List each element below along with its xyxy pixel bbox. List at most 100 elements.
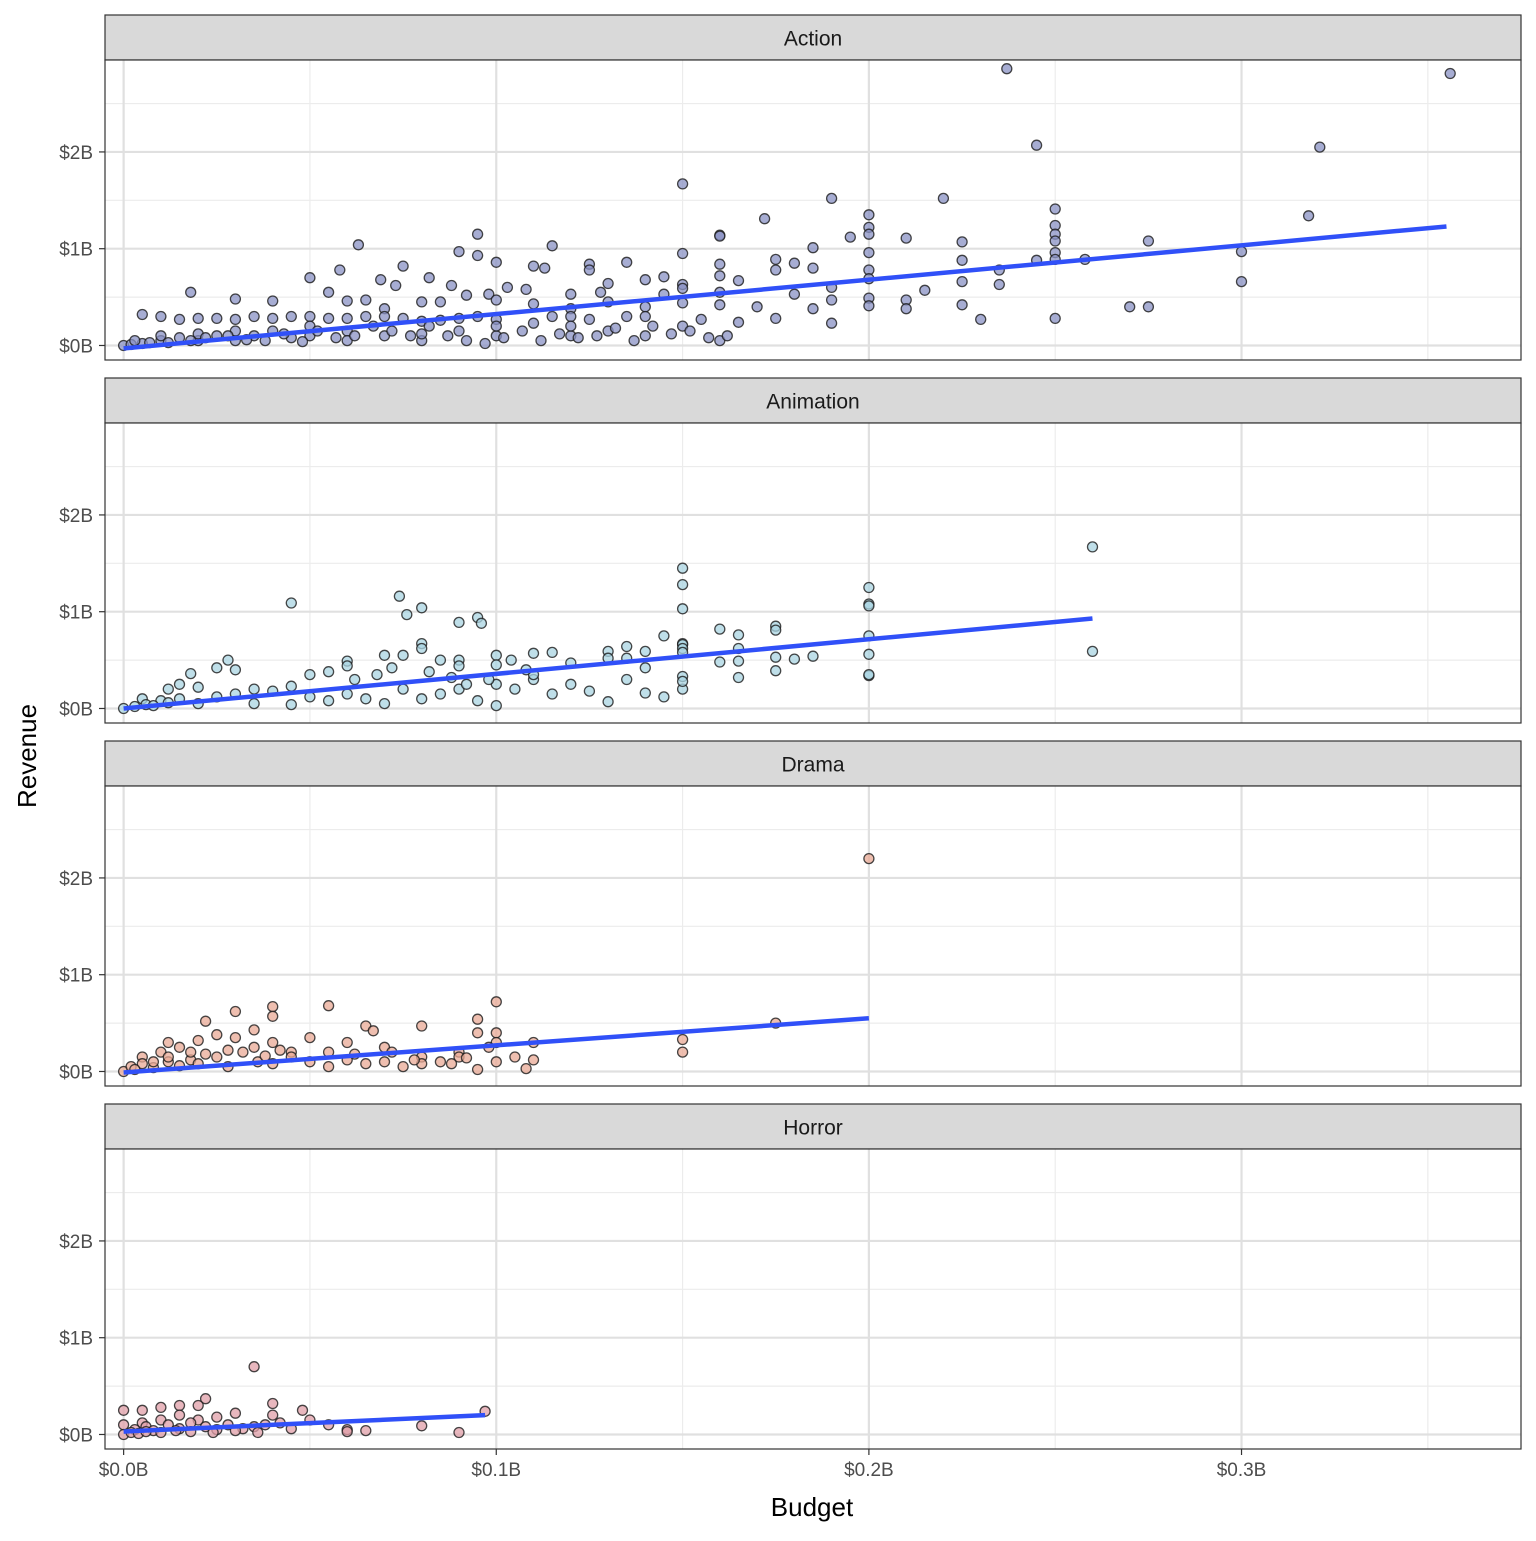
- data-point: [304, 1031, 316, 1044]
- data-point: [229, 1031, 242, 1044]
- data-point: [285, 310, 297, 323]
- data-point: [639, 274, 651, 286]
- panel-strip-label: Horror: [783, 1117, 843, 1140]
- data-point: [676, 1033, 689, 1046]
- data-point: [199, 1048, 212, 1060]
- data-point: [807, 303, 819, 315]
- data-point: [248, 1041, 260, 1053]
- y-tick-label: $2B: [59, 1232, 93, 1253]
- data-point: [732, 274, 745, 287]
- y-axis-title: Revenue: [12, 704, 42, 808]
- data-point: [322, 312, 335, 325]
- data-point: [527, 317, 540, 329]
- data-point: [621, 256, 633, 268]
- data-point: [1314, 141, 1326, 153]
- data-point: [393, 590, 406, 602]
- panel-animation: Animation $0B $1B $2B: [59, 377, 1522, 724]
- y-tick-label: $0B: [59, 336, 93, 357]
- data-point: [703, 332, 715, 344]
- data-point: [490, 294, 502, 306]
- data-point: [658, 630, 670, 642]
- data-point: [416, 642, 428, 655]
- data-point: [222, 1044, 234, 1056]
- data-point: [192, 1399, 204, 1412]
- data-point: [788, 288, 801, 300]
- panel-border: [104, 422, 1522, 724]
- data-point: [475, 617, 488, 629]
- data-point: [296, 1404, 309, 1416]
- data-point: [956, 299, 968, 311]
- data-point: [732, 671, 745, 684]
- data-point: [807, 262, 819, 274]
- data-point: [416, 1020, 428, 1032]
- data-point: [602, 696, 614, 708]
- data-point: [423, 272, 435, 284]
- data-point: [993, 278, 1005, 291]
- data-point: [460, 289, 473, 301]
- data-point: [863, 300, 875, 312]
- data-point: [162, 1036, 174, 1049]
- data-point: [1086, 645, 1099, 658]
- panel-strip: [104, 14, 1522, 61]
- data-point: [397, 649, 409, 661]
- data-point: [471, 249, 484, 262]
- data-point: [274, 1044, 286, 1056]
- y-tick-label: $0B: [59, 1062, 93, 1083]
- data-point: [173, 1399, 186, 1412]
- data-point: [863, 648, 875, 660]
- data-point: [479, 337, 491, 350]
- data-point: [1049, 312, 1061, 325]
- data-point: [863, 209, 875, 221]
- y-tick-label: $1B: [59, 1329, 93, 1350]
- data-point: [267, 1397, 279, 1410]
- data-point: [714, 270, 726, 282]
- panel-strip-label: Animation: [766, 391, 859, 414]
- data-point: [445, 279, 458, 292]
- data-point: [863, 600, 875, 612]
- data-point: [676, 178, 689, 190]
- data-point: [572, 332, 584, 344]
- panel-strip-label: Drama: [781, 754, 844, 777]
- data-point: [471, 695, 484, 707]
- data-point: [471, 228, 484, 240]
- data-point: [229, 1005, 242, 1018]
- data-point: [211, 1029, 223, 1041]
- data-point: [863, 852, 875, 865]
- data-point: [285, 597, 297, 609]
- data-point: [136, 308, 148, 321]
- data-point: [453, 245, 465, 258]
- data-point: [621, 640, 633, 653]
- data-point: [714, 258, 726, 270]
- data-point: [147, 1056, 160, 1068]
- data-point: [501, 281, 514, 294]
- y-tick-label: $1B: [59, 240, 93, 261]
- data-point: [423, 666, 435, 678]
- data-point: [498, 332, 510, 344]
- data-point: [434, 296, 447, 308]
- data-point: [442, 330, 454, 342]
- data-point: [505, 654, 517, 666]
- data-point: [360, 294, 372, 306]
- data-point: [267, 1036, 279, 1049]
- panels-layer: Action $0B $1B $2B Animation $0B $1B $2B Drama $0…: [59, 14, 1522, 1450]
- data-point: [490, 699, 502, 712]
- data-point: [117, 1404, 130, 1416]
- data-point: [714, 299, 726, 311]
- data-point: [173, 1409, 186, 1421]
- data-point: [349, 673, 361, 686]
- data-point: [1001, 63, 1013, 75]
- y-tick-label: $0B: [59, 1425, 93, 1446]
- panel-horror: Horror $0B $1B $2B: [59, 1103, 1522, 1450]
- data-point: [248, 310, 260, 323]
- data-point: [378, 649, 391, 661]
- data-point: [751, 301, 763, 313]
- data-point: [956, 254, 968, 266]
- data-point: [490, 256, 502, 268]
- data-point: [975, 313, 987, 326]
- data-point: [583, 264, 596, 276]
- data-point: [229, 293, 242, 305]
- data-point: [1086, 541, 1099, 553]
- x-tick-label: $0.1B: [471, 1460, 521, 1481]
- data-point: [192, 312, 204, 325]
